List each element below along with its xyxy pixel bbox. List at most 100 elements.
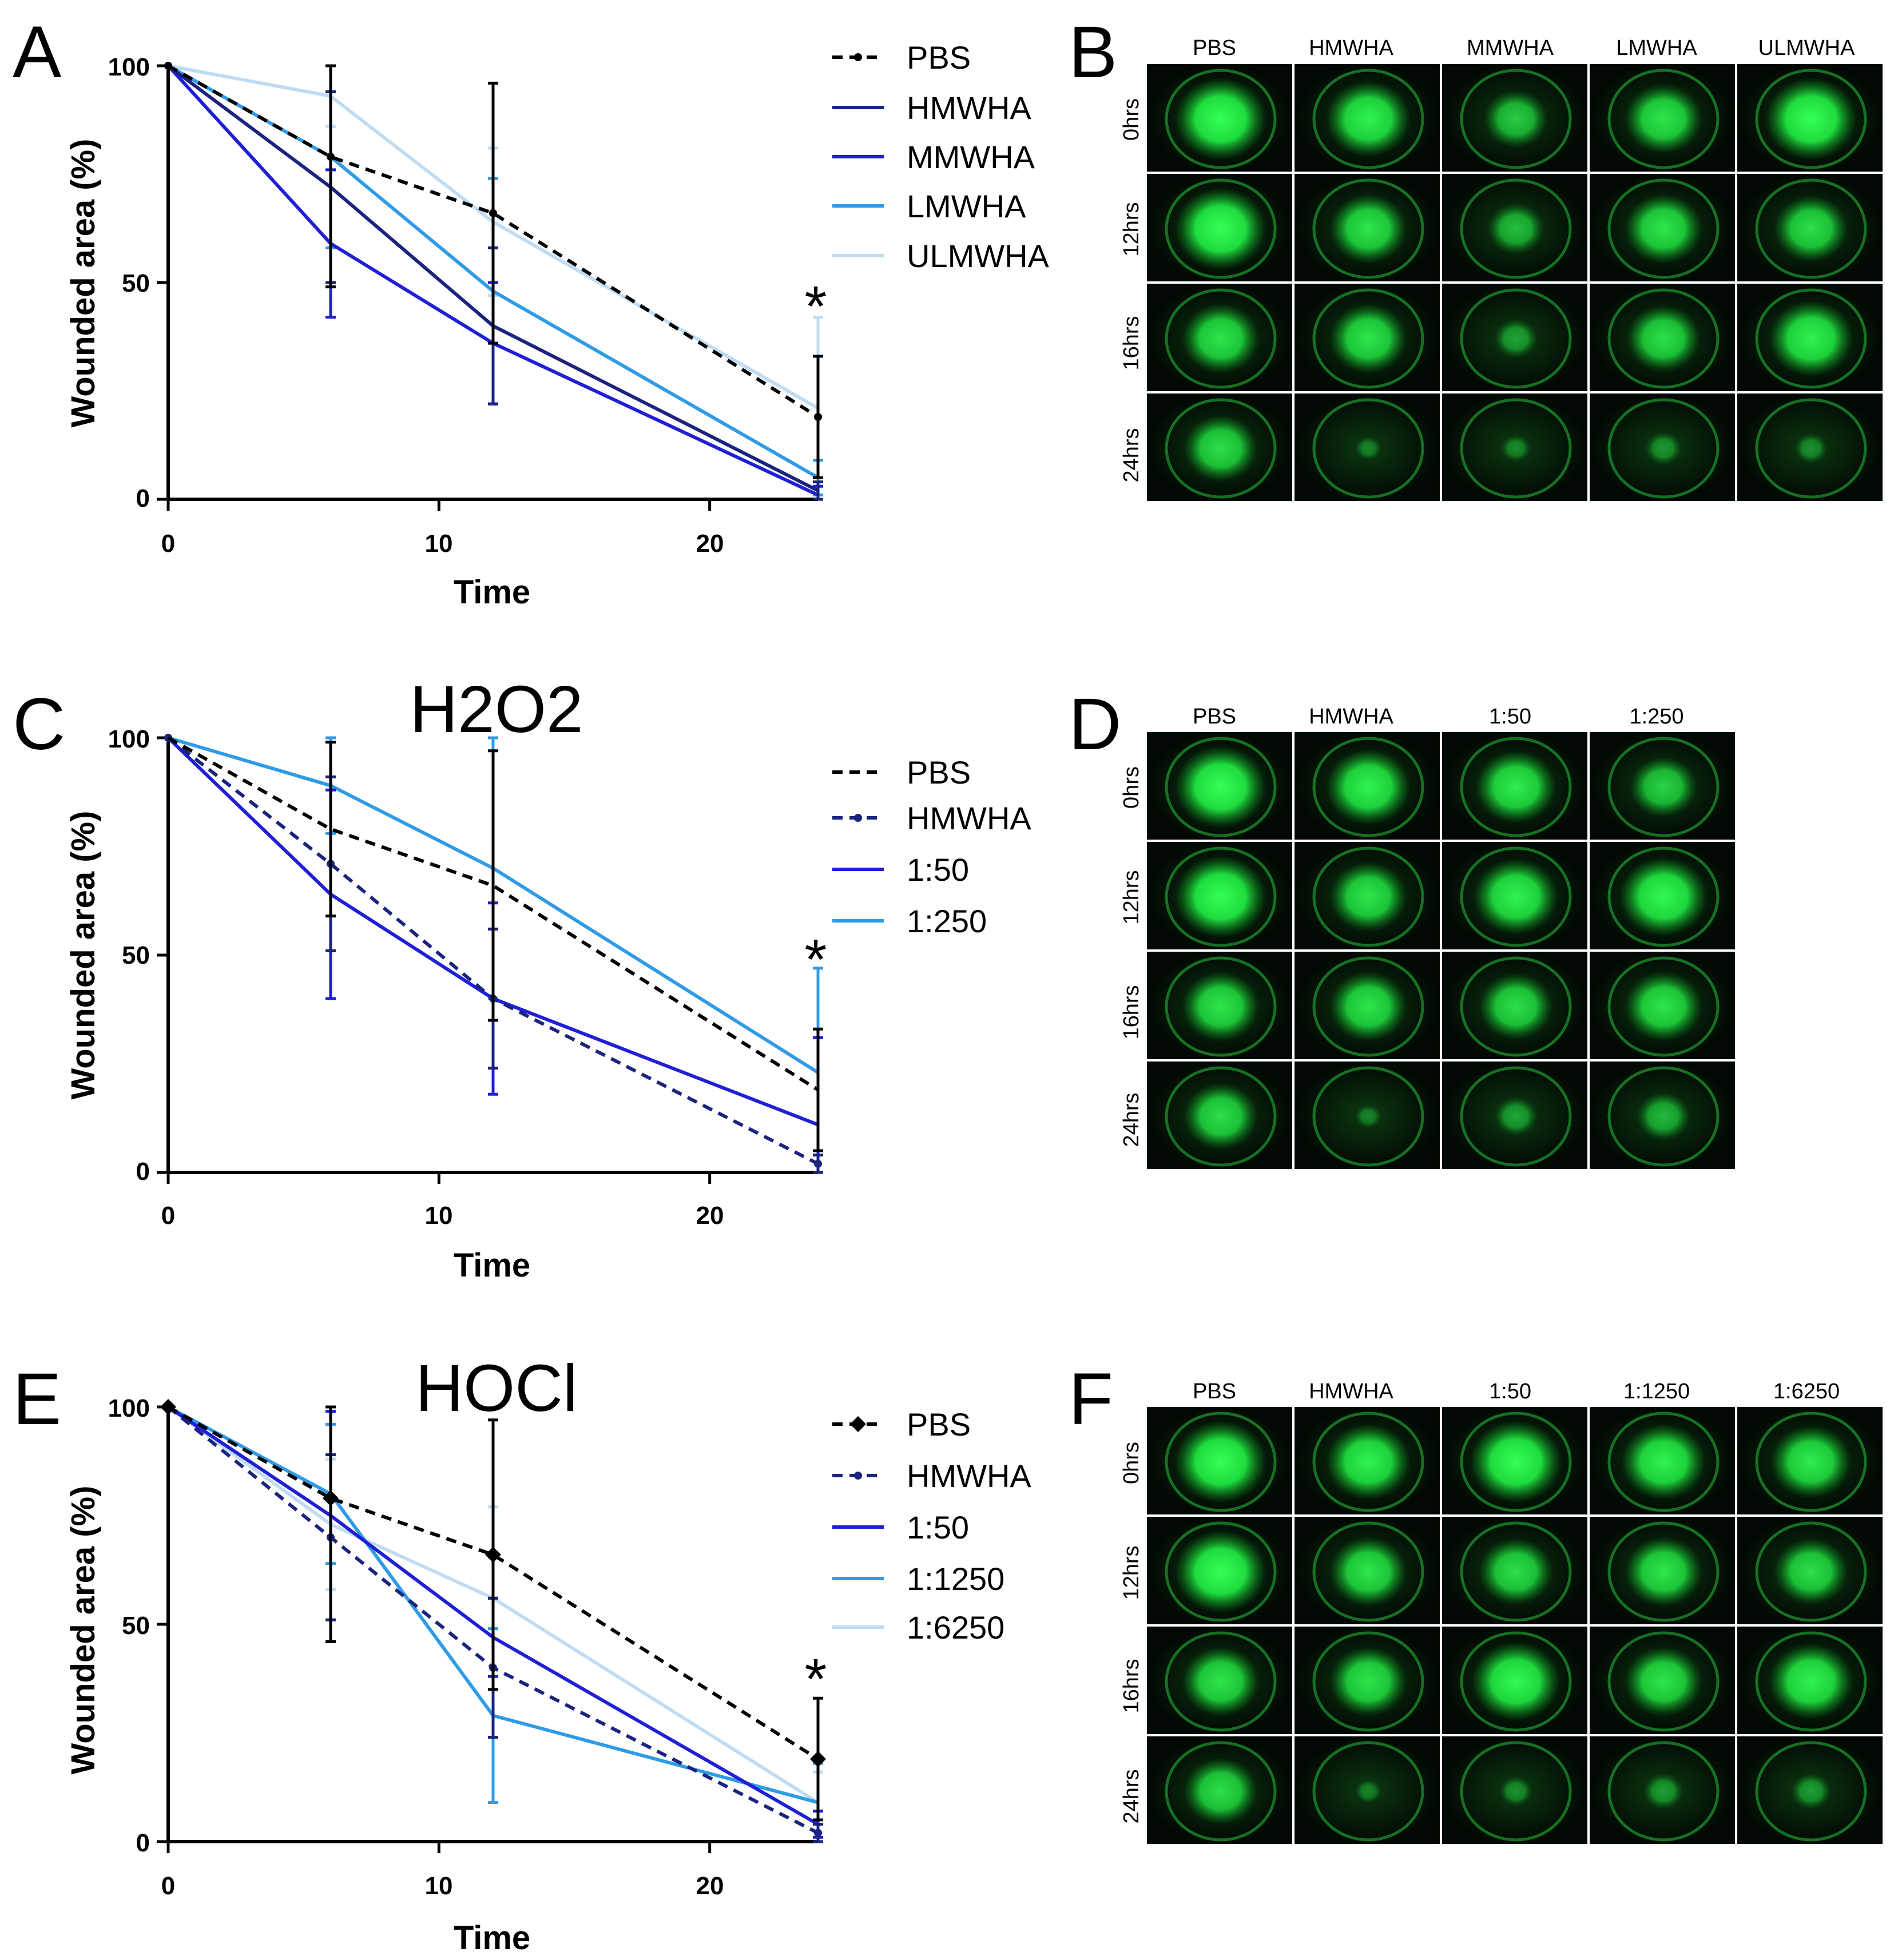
row-label: 16hrs xyxy=(1119,985,1143,1039)
panel-letter-c: C xyxy=(13,683,65,765)
eye-outline xyxy=(1460,956,1572,1057)
row-label: 0hrs xyxy=(1119,98,1143,141)
series-line-1-6250 xyxy=(167,1405,819,1804)
fluorescent-wound xyxy=(1329,303,1407,374)
eye-outline xyxy=(1165,288,1277,389)
fluorescent-wound xyxy=(1475,750,1556,824)
eye-outline xyxy=(1312,288,1424,389)
legend-label-1-1250: 1:1250 xyxy=(907,1561,1004,1597)
eye-outline xyxy=(1755,1521,1867,1622)
eye-outline xyxy=(1312,1741,1424,1842)
col-label: PBS xyxy=(1193,36,1236,60)
fluorescent-wound xyxy=(1329,971,1407,1042)
col-label: MMWHA xyxy=(1467,36,1554,60)
fluorescent-wound xyxy=(1626,305,1701,372)
eye-outline xyxy=(1312,1412,1424,1512)
fluorescent-wound xyxy=(1175,1421,1266,1503)
data-point xyxy=(810,1751,826,1767)
fluorescent-wound xyxy=(1621,1424,1706,1500)
fluorescent-wound xyxy=(1645,432,1682,465)
legend-label-hmwha: HMWHA xyxy=(907,90,1031,126)
legend-label-1-50: 1:50 xyxy=(907,852,969,888)
data-point xyxy=(160,1399,176,1415)
fluorescent-wound xyxy=(1329,1646,1407,1717)
fluorescent-wound xyxy=(1774,1538,1848,1605)
x-tick-0: 0 xyxy=(161,1872,175,1900)
fluorescent-wound xyxy=(1770,1425,1852,1498)
image-grid-d: PBS HMWHA 1:50 1:250 0hrs 12hrs 16hrs 24… xyxy=(1119,705,1735,1169)
eye-outline xyxy=(1607,178,1720,279)
eye-outline xyxy=(1165,846,1277,947)
legend-marker xyxy=(854,814,862,822)
legend-marker xyxy=(854,1472,862,1480)
eye-outline xyxy=(1165,178,1277,279)
col-label: 1:250 xyxy=(1629,705,1683,729)
legend-marker xyxy=(854,53,862,61)
x-tick-20: 20 xyxy=(696,1202,724,1230)
series-line-1-50 xyxy=(166,736,819,1127)
eye-outline xyxy=(1165,956,1277,1057)
x-axis-title: Time xyxy=(454,574,530,611)
eye-outline xyxy=(1312,1066,1424,1167)
eye-outline xyxy=(1312,846,1424,947)
fluorescent-wound xyxy=(1769,300,1853,377)
fluorescent-wound xyxy=(1326,749,1411,825)
col-label: ULMWHA xyxy=(1758,36,1856,60)
x-axis-title: Time xyxy=(454,1919,530,1957)
x-tick-20: 20 xyxy=(696,1872,724,1900)
legend-label-pbs: PBS xyxy=(907,754,971,790)
row-label: 16hrs xyxy=(1119,316,1143,370)
eye-outline xyxy=(1607,288,1720,389)
fluorescent-wound xyxy=(1625,1646,1702,1717)
panel-letter-a: A xyxy=(13,11,62,93)
fluorescent-wound xyxy=(1175,188,1266,270)
fluorescent-wound xyxy=(1794,433,1828,464)
x-tick-0: 0 xyxy=(161,530,175,558)
eye-outline xyxy=(1607,398,1720,499)
fluorescent-wound xyxy=(1494,319,1538,359)
fluorescent-wound xyxy=(1329,1536,1407,1607)
row-label: 0hrs xyxy=(1119,766,1143,809)
series-line-1-250 xyxy=(168,736,819,1074)
significance-star: * xyxy=(805,928,827,992)
eye-outline xyxy=(1460,1412,1572,1512)
series-line-hmwha xyxy=(167,1405,819,1835)
y-tick-0: 0 xyxy=(136,1158,150,1186)
significance-star: * xyxy=(805,275,827,339)
eye-outline xyxy=(1755,1412,1867,1512)
eye-outline xyxy=(1755,398,1867,499)
fluorescent-wound xyxy=(1182,303,1260,374)
col-label: 1:6250 xyxy=(1773,1379,1840,1404)
chart-title: H2O2 xyxy=(410,672,583,746)
data-point xyxy=(485,1546,501,1563)
image-grid-f: PBS HMWHA 1:50 1:1250 1:6250 0hrs 12hrs … xyxy=(1119,1379,1883,1844)
y-tick-100: 100 xyxy=(108,1394,150,1422)
eye-outline xyxy=(1165,69,1277,169)
fluorescent-wound xyxy=(1765,78,1857,160)
row-label: 12hrs xyxy=(1119,202,1143,256)
image-grid-b: PBS HMWHA MMWHA LMWHA ULMWHA 0hrs 12hrs … xyxy=(1119,36,1883,501)
eye-outline xyxy=(1460,288,1572,389)
eye-outline xyxy=(1165,1631,1277,1732)
eye-outline xyxy=(1165,1741,1277,1842)
eye-outline xyxy=(1312,398,1424,499)
fluorescent-wound xyxy=(1479,973,1553,1040)
eye-outline xyxy=(1607,956,1720,1057)
eye-outline xyxy=(1607,1631,1720,1732)
fluorescent-wound xyxy=(1182,1646,1260,1717)
significance-star: * xyxy=(805,1647,827,1711)
y-tick-50: 50 xyxy=(122,269,150,297)
eye-outline xyxy=(1755,1741,1867,1842)
x-tick-20: 20 xyxy=(696,530,724,558)
fluorescent-wound xyxy=(1630,756,1697,818)
fluorescent-wound xyxy=(1184,1758,1258,1825)
fluorescent-wound xyxy=(1643,1773,1683,1810)
legend-label-pbs: PBS xyxy=(907,1406,971,1442)
eye-outline xyxy=(1460,737,1572,837)
eye-outline xyxy=(1165,398,1277,499)
legend-label-1-250: 1:250 xyxy=(907,903,987,939)
data-point xyxy=(327,153,335,161)
eye-outline xyxy=(1165,1521,1277,1622)
eye-outline xyxy=(1755,69,1867,169)
col-label: PBS xyxy=(1193,705,1236,729)
